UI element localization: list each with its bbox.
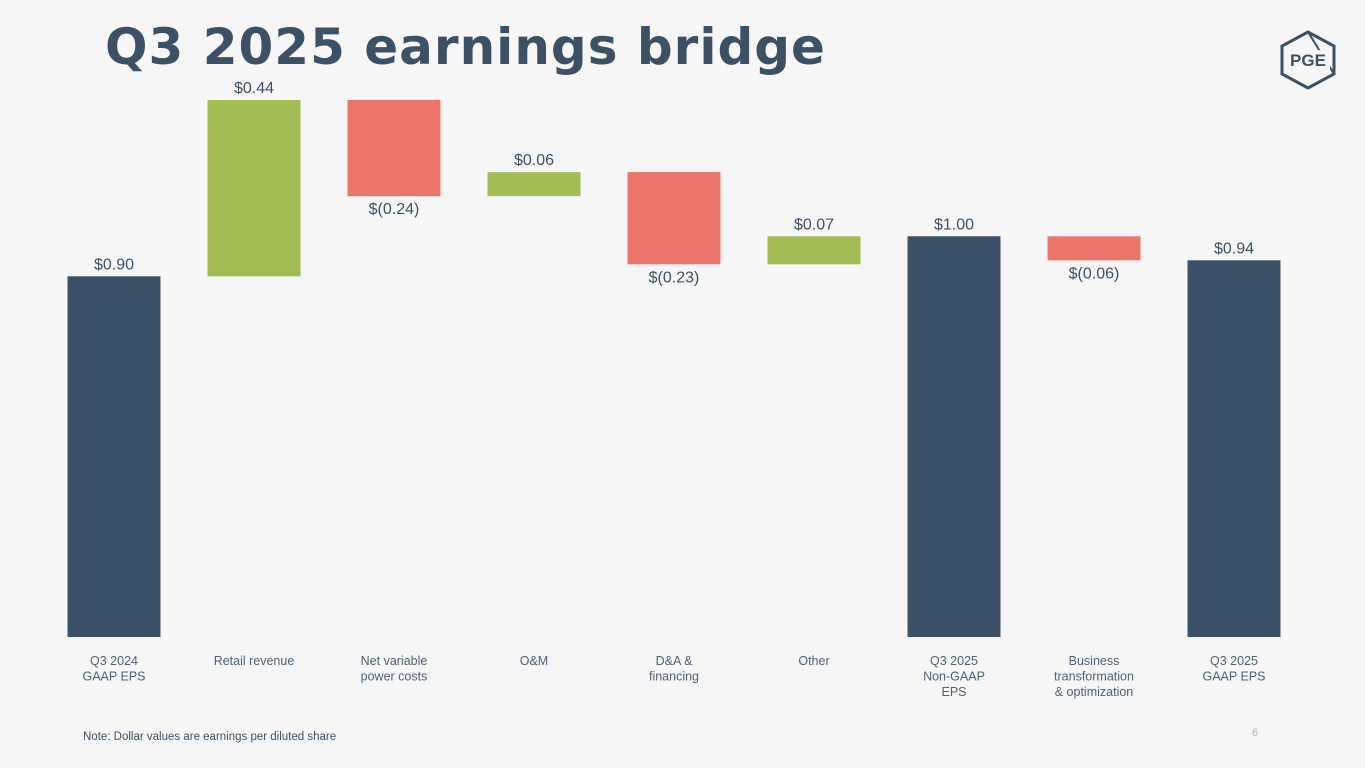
bar-8-decrease — [1047, 236, 1141, 261]
bar-3-decrease — [347, 100, 441, 197]
bar-6-increase — [767, 236, 861, 265]
value-label: $0.07 — [794, 216, 834, 233]
bar-1-total — [67, 276, 161, 637]
category-label: Q3 2024 GAAP EPS — [83, 654, 146, 684]
bar-4-increase — [487, 172, 581, 197]
value-label: $0.94 — [1214, 240, 1254, 257]
value-label: $(0.06) — [1069, 265, 1120, 282]
category-label: Retail revenue — [214, 654, 295, 668]
page-title: Q3 2025 earnings bridge — [105, 18, 826, 76]
earnings-bridge-chart: $0.90 Q3 2024 GAAP EPS $0.44 Retail revenue $… — [67, 80, 1281, 699]
category-label: Net variable power costs — [361, 654, 428, 684]
value-label: $(0.24) — [369, 201, 420, 218]
bar-7-total — [907, 236, 1001, 638]
category-label: D&A & financing — [649, 654, 699, 684]
value-label: $0.06 — [514, 152, 554, 169]
pge-logo: PGE — [1280, 30, 1336, 90]
logo-text: PGE — [1290, 51, 1326, 70]
category-label: O&M — [520, 654, 548, 668]
category-label: Business transformation & optimization — [1054, 654, 1134, 699]
value-label: $0.44 — [234, 80, 274, 97]
bar-5-decrease — [627, 172, 721, 265]
footnote: Note: Dollar values are earnings per dil… — [83, 731, 337, 743]
category-label: Other — [798, 654, 829, 668]
value-label: $1.00 — [934, 216, 974, 233]
category-label: Q3 2025 GAAP EPS — [1203, 654, 1266, 684]
category-label: Q3 2025 Non-GAAP EPS — [923, 654, 985, 699]
value-label: $0.90 — [94, 256, 134, 273]
page-number: 6 — [1252, 727, 1259, 739]
value-label: $(0.23) — [649, 269, 700, 286]
bar-2-increase — [207, 100, 301, 277]
bar-9-total — [1187, 260, 1281, 637]
